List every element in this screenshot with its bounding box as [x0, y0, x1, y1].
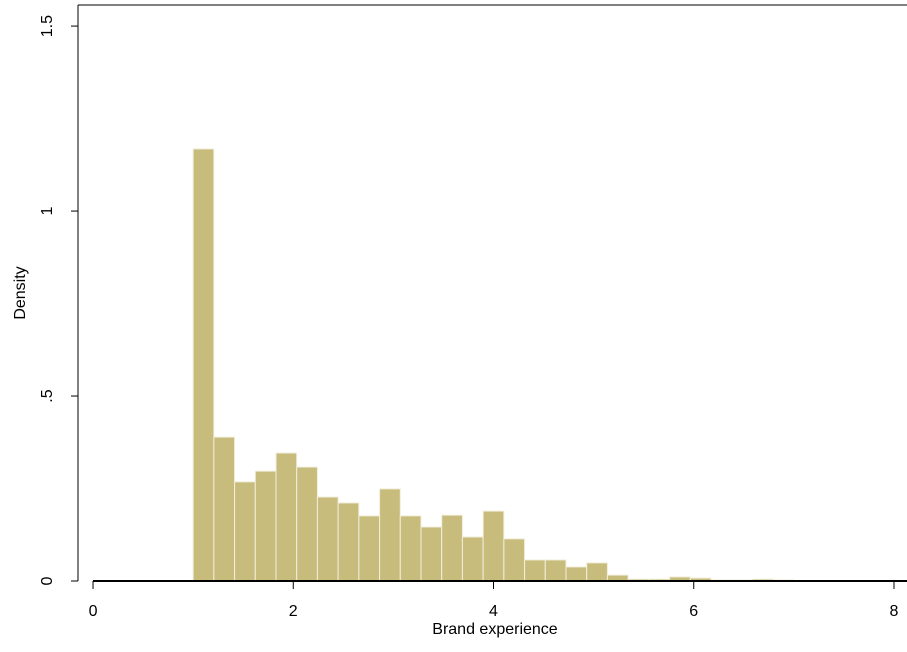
y-tick-label: 1.5 [39, 15, 56, 37]
x-axis-title: Brand experience [432, 621, 558, 638]
x-tick-label: 0 [89, 603, 98, 620]
x-tick-label: 6 [689, 603, 698, 620]
bar [275, 452, 298, 582]
bar [503, 538, 526, 582]
x-tick-label: 8 [890, 603, 899, 620]
x-tick-label: 4 [489, 603, 498, 620]
bar [544, 559, 567, 582]
bar [524, 559, 546, 582]
y-axis-title: Density [12, 266, 29, 319]
bar [358, 515, 381, 582]
bar [337, 502, 360, 582]
bar [254, 470, 277, 582]
bar [461, 536, 484, 582]
bar [213, 436, 236, 582]
bar [420, 526, 443, 582]
bar [441, 514, 463, 582]
bar [379, 488, 401, 582]
bar [192, 148, 215, 582]
bar [565, 566, 588, 582]
y-tick-label: .5 [39, 389, 56, 402]
y-tick-label: 0 [39, 576, 56, 585]
bar [234, 481, 256, 582]
bar [316, 496, 339, 582]
bar [399, 515, 422, 582]
bar [482, 510, 505, 582]
bar [586, 562, 608, 582]
y-tick-label: 1 [39, 207, 56, 216]
bar [296, 466, 318, 582]
x-tick-label: 2 [289, 603, 298, 620]
